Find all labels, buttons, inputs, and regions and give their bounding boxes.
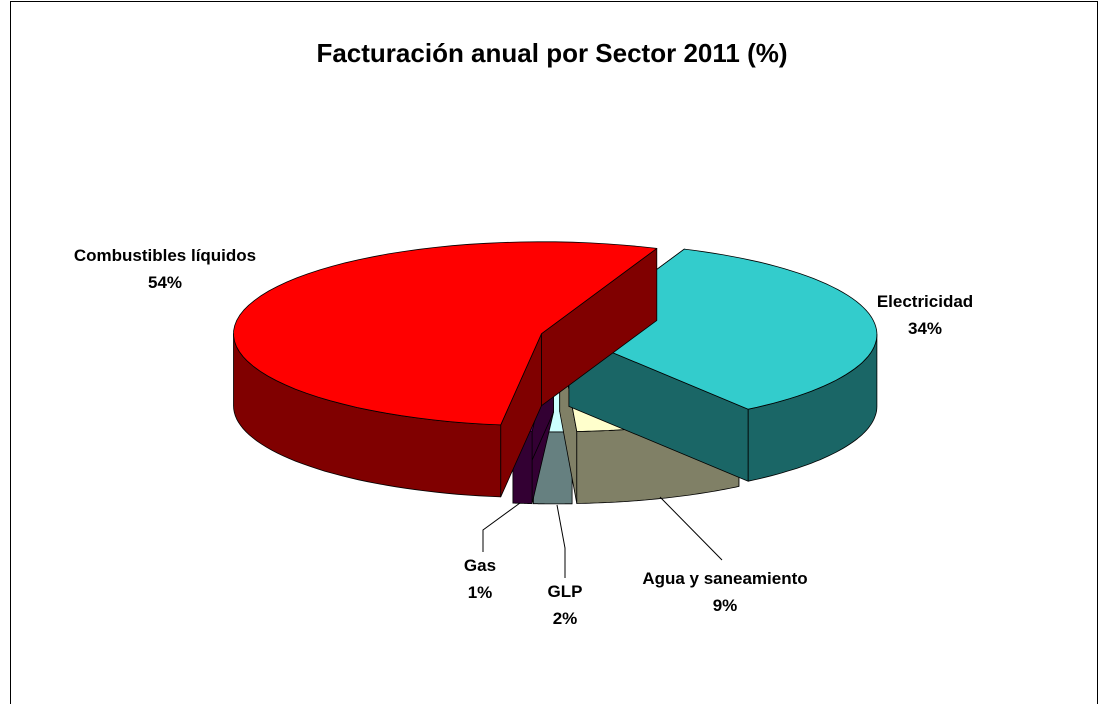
category-label: Electricidad <box>876 292 974 311</box>
value-label: 9% <box>712 596 738 615</box>
category-label: Gas <box>463 556 497 575</box>
data-label: Agua y saneamiento 9% <box>640 565 810 619</box>
chart-title: Facturación anual por Sector 2011 (%) <box>316 38 788 68</box>
data-label: Gas 1% <box>440 552 520 606</box>
value-label: 34% <box>907 319 943 338</box>
leader-line <box>482 502 521 552</box>
data-label: GLP 2% <box>515 578 615 632</box>
leader-line <box>659 496 723 561</box>
value-label: 1% <box>467 583 493 602</box>
data-label: Combustibles líquidos 54% <box>50 242 280 296</box>
pie <box>233 241 878 505</box>
slice <box>233 241 658 426</box>
category-label: Combustibles líquidos <box>73 246 257 265</box>
value-label: 2% <box>552 609 578 628</box>
value-label: 54% <box>147 273 183 292</box>
data-label: Electricidad 34% <box>855 288 995 342</box>
leader-line <box>556 504 566 578</box>
category-label: GLP <box>547 582 583 601</box>
category-label: Agua y saneamiento <box>642 569 808 588</box>
leader-lines <box>482 496 723 578</box>
